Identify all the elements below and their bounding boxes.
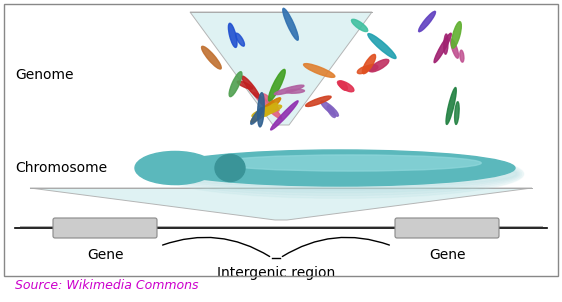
Ellipse shape bbox=[263, 94, 279, 111]
Ellipse shape bbox=[253, 92, 282, 119]
Ellipse shape bbox=[251, 98, 280, 122]
Ellipse shape bbox=[251, 108, 264, 124]
Ellipse shape bbox=[419, 11, 436, 32]
Ellipse shape bbox=[446, 88, 456, 124]
Ellipse shape bbox=[165, 150, 515, 186]
Ellipse shape bbox=[362, 54, 375, 74]
Ellipse shape bbox=[235, 33, 244, 46]
Ellipse shape bbox=[257, 93, 264, 127]
Ellipse shape bbox=[215, 155, 245, 182]
Ellipse shape bbox=[158, 153, 522, 196]
Ellipse shape bbox=[451, 22, 461, 48]
Ellipse shape bbox=[135, 151, 215, 185]
Ellipse shape bbox=[337, 81, 354, 92]
Text: Source: Wikimedia Commons: Source: Wikimedia Commons bbox=[15, 279, 198, 292]
Ellipse shape bbox=[327, 106, 336, 117]
Text: Gene: Gene bbox=[429, 248, 465, 262]
Polygon shape bbox=[30, 188, 532, 220]
Text: Genome: Genome bbox=[15, 68, 74, 82]
Ellipse shape bbox=[368, 34, 396, 59]
Ellipse shape bbox=[455, 102, 459, 124]
Ellipse shape bbox=[283, 8, 298, 40]
FancyBboxPatch shape bbox=[395, 218, 499, 238]
Ellipse shape bbox=[451, 39, 459, 58]
Text: Gene: Gene bbox=[87, 248, 123, 262]
Ellipse shape bbox=[351, 19, 368, 32]
Ellipse shape bbox=[274, 85, 304, 95]
Ellipse shape bbox=[269, 69, 285, 101]
Ellipse shape bbox=[237, 81, 253, 89]
FancyBboxPatch shape bbox=[53, 218, 157, 238]
Text: Chromosome: Chromosome bbox=[15, 161, 107, 175]
Ellipse shape bbox=[163, 160, 516, 188]
Ellipse shape bbox=[365, 65, 378, 71]
Ellipse shape bbox=[263, 103, 277, 117]
Ellipse shape bbox=[339, 81, 347, 90]
Ellipse shape bbox=[229, 72, 242, 97]
Ellipse shape bbox=[252, 105, 282, 117]
Ellipse shape bbox=[271, 101, 298, 130]
Ellipse shape bbox=[434, 33, 451, 63]
Ellipse shape bbox=[242, 76, 260, 98]
Ellipse shape bbox=[369, 59, 389, 72]
Ellipse shape bbox=[160, 155, 520, 193]
Polygon shape bbox=[190, 12, 372, 125]
Ellipse shape bbox=[357, 66, 370, 74]
Ellipse shape bbox=[460, 50, 464, 62]
Ellipse shape bbox=[321, 101, 338, 116]
Ellipse shape bbox=[161, 158, 519, 190]
Ellipse shape bbox=[444, 34, 448, 54]
Ellipse shape bbox=[219, 155, 481, 171]
Text: Intergenic region: Intergenic region bbox=[217, 266, 335, 280]
Ellipse shape bbox=[306, 96, 331, 107]
Ellipse shape bbox=[303, 64, 335, 77]
Ellipse shape bbox=[286, 89, 305, 93]
Ellipse shape bbox=[202, 46, 221, 69]
Ellipse shape bbox=[228, 23, 237, 47]
Ellipse shape bbox=[156, 150, 524, 198]
